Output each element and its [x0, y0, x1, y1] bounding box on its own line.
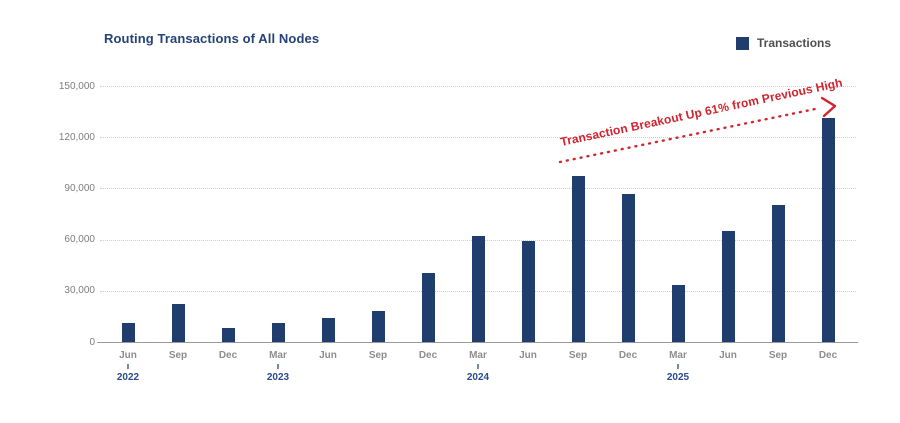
- bar-sep-1: [171, 303, 185, 342]
- annotation-dotted-line: [558, 106, 822, 164]
- legend: Transactions: [736, 36, 831, 50]
- year-tick-mark: [477, 364, 479, 369]
- gridline-120000: [100, 137, 856, 139]
- chart-title: Routing Transactions of All Nodes: [104, 31, 320, 46]
- legend-label-transactions: Transactions: [757, 36, 832, 50]
- x-axis-month-label: Sep: [168, 350, 188, 361]
- bar-dec-2: [221, 328, 235, 342]
- y-axis-tick-label: 0: [89, 336, 95, 348]
- year-tick-mark: [277, 364, 279, 369]
- bar-dec-6: [421, 272, 435, 342]
- bar-jun-0: [121, 323, 135, 342]
- x-axis-month-label: Dec: [218, 350, 238, 361]
- bar-jun-4: [321, 318, 335, 342]
- bar-sep-9: [571, 175, 585, 342]
- y-axis-tick-label: 60,000: [64, 234, 95, 246]
- bar-jun-12: [721, 231, 735, 342]
- y-axis-tick-label: 30,000: [64, 285, 95, 297]
- bar-mar-7: [471, 236, 485, 342]
- bar-dec-14: [821, 118, 835, 342]
- x-axis-month-label: Dec: [818, 350, 838, 361]
- bar-sep-13: [771, 205, 785, 342]
- x-axis-month-label: Sep: [368, 350, 388, 361]
- legend-swatch-transactions: [736, 36, 749, 50]
- year-label-2022: 2022: [116, 372, 140, 383]
- x-axis-month-label: Jun: [519, 350, 537, 361]
- year-label-2023: 2023: [266, 372, 290, 383]
- gridline-150000: [100, 86, 856, 87]
- x-axis-month-label: Mar: [469, 350, 487, 361]
- x-axis-month-label: Dec: [418, 350, 438, 361]
- bar-mar-3: [271, 323, 285, 342]
- bar-jun-8: [521, 241, 535, 342]
- y-axis-tick-label: 90,000: [64, 182, 95, 194]
- year-label-2024: 2024: [466, 372, 490, 383]
- x-axis-month-label: Mar: [269, 350, 287, 361]
- x-axis-month-label: Sep: [768, 350, 788, 361]
- bar-mar-11: [671, 284, 685, 342]
- x-axis-month-label: Dec: [618, 350, 638, 361]
- bar-dec-10: [621, 193, 635, 342]
- year-label-2025: 2025: [666, 372, 690, 383]
- gridline-90000: [100, 188, 856, 190]
- x-axis-month-label: Jun: [319, 350, 337, 361]
- y-axis-tick-label: 150,000: [58, 80, 95, 92]
- bar-sep-5: [371, 311, 385, 342]
- annotation-arrowhead-icon: [820, 96, 837, 118]
- x-axis-line: [97, 342, 858, 343]
- x-axis-month-label: Sep: [568, 350, 588, 361]
- year-tick-mark: [127, 364, 129, 369]
- year-tick-mark: [677, 364, 679, 369]
- x-axis-month-label: Jun: [719, 350, 737, 361]
- y-axis-tick-label: 120,000: [58, 131, 95, 143]
- x-axis-month-label: Mar: [669, 350, 687, 361]
- x-axis-month-label: Jun: [119, 350, 137, 361]
